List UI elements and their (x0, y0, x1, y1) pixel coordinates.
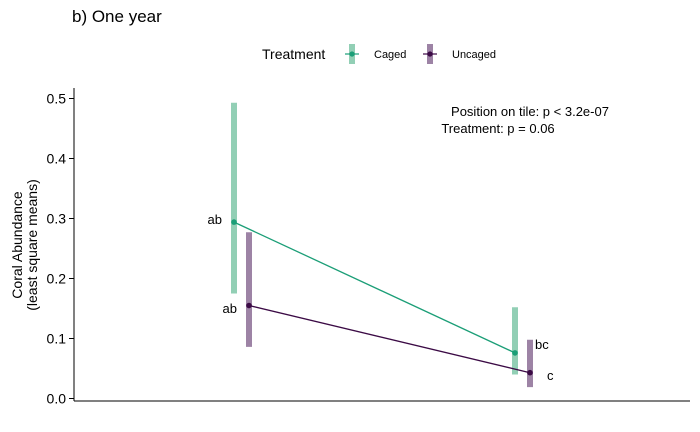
point-uncaged (246, 302, 252, 309)
y-ticks: 0.0 0.1 0.2 0.3 0.4 0.5 (47, 91, 74, 407)
y-tick-label: 0.4 (47, 151, 67, 167)
axes (73, 88, 690, 402)
legend-label-caged: Caged (374, 49, 406, 61)
stats-annotation: Position on tile: p < 3.2e-07 Treatment:… (441, 104, 609, 136)
legend-key-uncaged (423, 44, 437, 64)
y-axis-title-line-2: (least square means) (24, 179, 40, 311)
group-letters: ab ab bc c (208, 212, 554, 383)
point-uncaged (527, 369, 533, 376)
y-tick-label: 0.2 (47, 271, 67, 287)
y-tick-label: 0.5 (47, 91, 67, 107)
legend-title: Treatment (262, 46, 325, 62)
y-axis-title: Coral Abundance (least square means) (9, 179, 40, 311)
legend-label-uncaged: Uncaged (452, 49, 496, 61)
group-letter: ab (223, 301, 237, 316)
error-bars (231, 102, 533, 388)
legend-key-caged (345, 44, 359, 64)
legend: Treatment Caged Uncaged (262, 44, 496, 64)
y-tick-label: 0.1 (47, 331, 67, 347)
y-tick-label: 0.0 (47, 391, 67, 407)
series-points (231, 219, 533, 376)
chart-title: b) One year (72, 7, 162, 26)
series-line-uncaged (248, 304, 531, 374)
y-axis-title-line-1: Coral Abundance (9, 191, 25, 299)
series-lines (233, 221, 531, 374)
group-letter: c (547, 368, 554, 383)
group-letter: ab (208, 212, 222, 227)
group-letter: bc (535, 337, 549, 352)
y-tick-label: 0.3 (47, 211, 67, 227)
point-caged (231, 219, 237, 225)
series-line-caged (233, 221, 516, 354)
point-caged (512, 350, 518, 356)
stat-treatment: Treatment: p = 0.06 (441, 121, 554, 136)
stat-position: Position on tile: p < 3.2e-07 (451, 104, 609, 119)
